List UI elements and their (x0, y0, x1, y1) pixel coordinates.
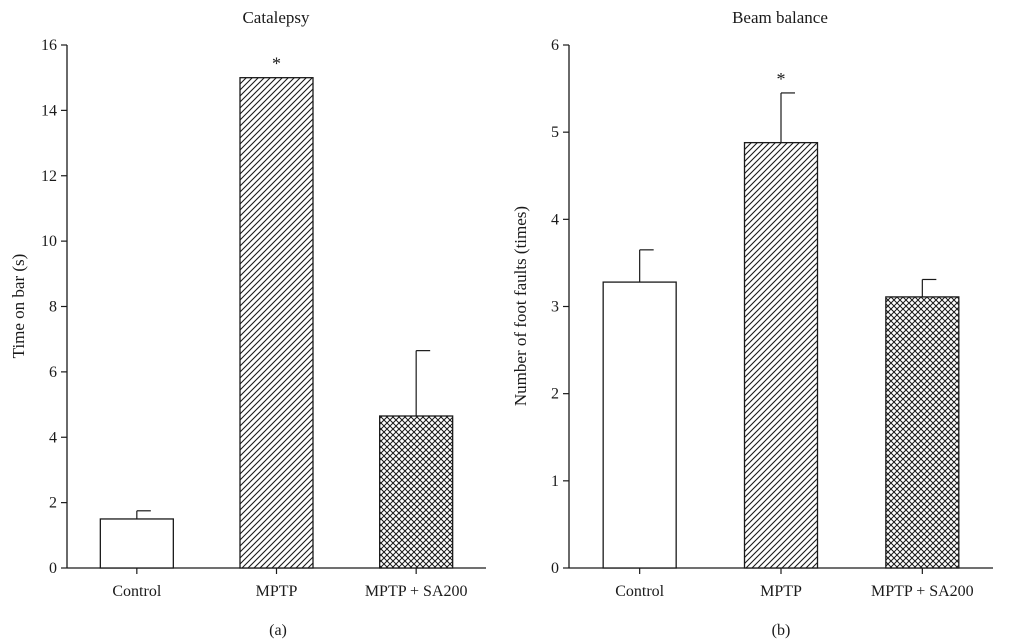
chart-title: Beam balance (732, 8, 828, 27)
x-tick-label: MPTP + SA200 (365, 583, 468, 600)
bar-mptp (239, 77, 314, 569)
chart-panel-b: Beam balance Number of foot faults (time… (511, 8, 993, 639)
y-tick-label: 6 (551, 37, 559, 54)
y-tick-label: 0 (551, 560, 559, 577)
y-tick-label: 4 (551, 211, 559, 228)
panel-label: (a) (269, 622, 287, 639)
y-tick-label: 3 (551, 299, 559, 316)
y-tick-label: 10 (41, 233, 57, 250)
x-tick-label: MPTP (760, 583, 802, 600)
bar-mptp-sa200 (379, 415, 454, 569)
y-axis-title: Time on bar (s) (9, 254, 28, 359)
panel-label: (b) (772, 622, 791, 639)
significance-marker: * (272, 54, 281, 74)
y-tick-label: 16 (41, 37, 57, 54)
y-axis-title: Number of foot faults (times) (511, 206, 530, 406)
bar-control (99, 518, 174, 569)
x-tick-label: Control (615, 583, 664, 600)
y-tick-label: 4 (49, 429, 57, 446)
x-tick-label: MPTP + SA200 (871, 583, 974, 600)
y-tick-label: 6 (49, 364, 57, 381)
bar-control (602, 281, 677, 569)
x-tick-label: Control (112, 583, 161, 600)
y-tick-label: 0 (49, 560, 57, 577)
chart-panel-a: Catalepsy Time on bar (s) 0 2 4 6 8 10 12 14 16 C… (9, 8, 486, 639)
y-tick-label: 14 (41, 102, 57, 119)
y-tick-label: 2 (49, 495, 57, 512)
bar-mptp-sa200 (885, 296, 960, 569)
plot-area: 0 1 2 3 4 5 6 Control MPTP * MPTP + SA200 (551, 37, 993, 600)
y-tick-label: 1 (551, 473, 559, 490)
chart-title: Catalepsy (242, 8, 310, 27)
y-tick-label: 5 (551, 124, 559, 141)
bar-mptp (743, 141, 819, 569)
y-tick-label: 2 (551, 386, 559, 403)
y-tick-label: 8 (49, 299, 57, 316)
significance-marker: * (777, 69, 786, 89)
x-tick-label: MPTP (256, 583, 298, 600)
y-tick-label: 12 (41, 168, 57, 185)
plot-area: 0 2 4 6 8 10 12 14 16 Control MPTP * MPTP + SA200 (41, 37, 486, 600)
